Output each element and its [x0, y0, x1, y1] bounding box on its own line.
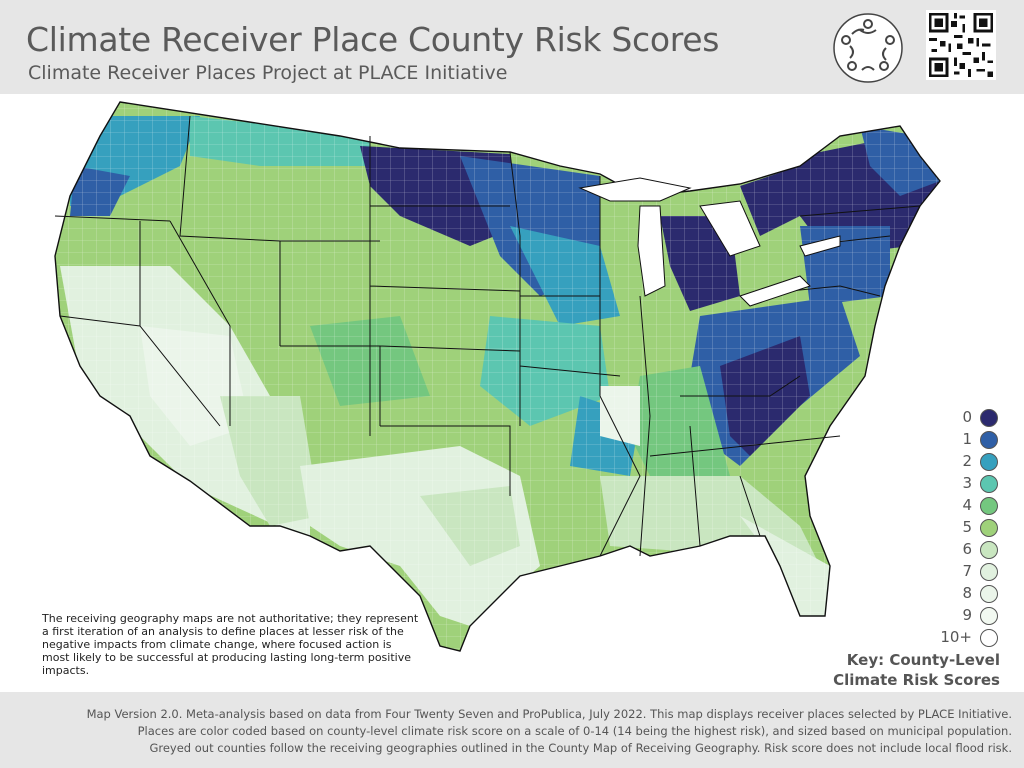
legend-swatch [980, 409, 998, 427]
legend-item: 5 [930, 518, 1010, 542]
map-subtitle: Climate Receiver Places Project at PLACE… [28, 62, 508, 84]
legend-item: 10+ [930, 628, 1010, 652]
legend-title-line1: Key: County-Level [846, 651, 1000, 669]
footer-line: Greyed out counties follow the receiving… [149, 741, 1012, 755]
state-borders [54, 115, 921, 557]
legend-label: 2 [962, 452, 972, 470]
legend-title-line2: Climate Risk Scores [833, 671, 1000, 689]
footer-line: Places are color coded based on county-l… [137, 724, 1012, 738]
legend-swatch [980, 629, 998, 647]
legend-label: 5 [962, 518, 972, 536]
legend-item: 7 [930, 562, 1010, 586]
us-outline [54, 101, 941, 652]
legend-swatch [980, 453, 998, 471]
legend-swatch [980, 585, 998, 603]
legend-label: 10+ [940, 628, 972, 646]
legend-item: 4 [930, 496, 1010, 520]
footer-bar: Map Version 2.0. Meta-analysis based on … [0, 692, 1024, 768]
header-bar: Climate Receiver Place County Risk Score… [0, 0, 1024, 94]
legend-swatch [980, 541, 998, 559]
legend-label: 9 [962, 606, 972, 624]
legend-swatch [980, 497, 998, 515]
legend-label: 6 [962, 540, 972, 558]
legend-label: 8 [962, 584, 972, 602]
legend-label: 7 [962, 562, 972, 580]
county-fill-layer [55, 102, 940, 651]
legend-item: 6 [930, 540, 1010, 564]
qr-code-icon [926, 10, 996, 80]
legend-item: 9 [930, 606, 1010, 630]
great-lakes [578, 177, 841, 307]
footer-line: Map Version 2.0. Meta-analysis based on … [86, 707, 1012, 721]
legend-swatch [980, 519, 998, 537]
us-county-map [54, 101, 941, 652]
legend-item: 0 [930, 408, 1010, 432]
map-title: Climate Receiver Place County Risk Score… [26, 20, 720, 59]
legend-item: 8 [930, 584, 1010, 608]
legend-label: 1 [962, 430, 972, 448]
legend: 0 1 2 3 4 5 6 7 8 9 10+ [930, 408, 1010, 648]
legend-swatch [980, 431, 998, 449]
legend-label: 3 [962, 474, 972, 492]
legend-swatch [980, 475, 998, 493]
legend-item: 3 [930, 474, 1010, 498]
legend-label: 4 [962, 496, 972, 514]
legend-label: 0 [962, 408, 972, 426]
legend-item: 1 [930, 430, 1010, 454]
legend-title: Key: County-Level Climate Risk Scores [820, 650, 1000, 690]
place-initiative-logo-icon [833, 13, 903, 83]
legend-swatch [980, 563, 998, 581]
footer-text: Map Version 2.0. Meta-analysis based on … [72, 706, 1012, 757]
disclaimer-note: The receiving geography maps are not aut… [42, 612, 419, 677]
legend-swatch [980, 607, 998, 625]
legend-item: 2 [930, 452, 1010, 476]
